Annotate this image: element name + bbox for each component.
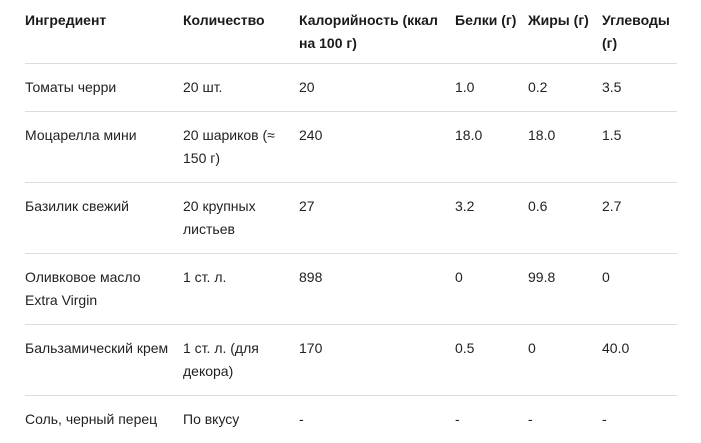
cell-fat: - xyxy=(528,396,602,443)
cell-carbs: 40.0 xyxy=(602,325,677,396)
cell-calories: 20 xyxy=(299,64,455,112)
cell-carbs: 2.7 xyxy=(602,183,677,254)
cell-calories: 170 xyxy=(299,325,455,396)
cell-ingredient: Базилик свежий xyxy=(25,183,183,254)
cell-calories: 240 xyxy=(299,112,455,183)
header-carbs: Углеводы (г) xyxy=(602,0,677,64)
cell-carbs: 3.5 xyxy=(602,64,677,112)
header-calories: Калорийность (ккал на 100 г) xyxy=(299,0,455,64)
cell-ingredient: Бальзамический крем xyxy=(25,325,183,396)
cell-carbs: 1.5 xyxy=(602,112,677,183)
cell-ingredient: Томаты черри xyxy=(25,64,183,112)
cell-protein: 3.2 xyxy=(455,183,528,254)
cell-fat: 0.2 xyxy=(528,64,602,112)
cell-quantity: 1 ст. л. xyxy=(183,254,299,325)
header-protein: Белки (г) xyxy=(455,0,528,64)
cell-calories: 27 xyxy=(299,183,455,254)
cell-quantity: 20 шт. xyxy=(183,64,299,112)
table-header-row: Ингредиент Количество Калорийность (ккал… xyxy=(25,0,677,64)
cell-quantity: 20 шариков (≈ 150 г) xyxy=(183,112,299,183)
cell-fat: 0.6 xyxy=(528,183,602,254)
cell-carbs: 0 xyxy=(602,254,677,325)
header-quantity: Количество xyxy=(183,0,299,64)
cell-protein: 1.0 xyxy=(455,64,528,112)
nutrition-table: Ингредиент Количество Калорийность (ккал… xyxy=(25,0,677,443)
cell-quantity: 1 ст. л. (для декора) xyxy=(183,325,299,396)
cell-ingredient: Оливковое масло Extra Virgin xyxy=(25,254,183,325)
cell-calories: - xyxy=(299,396,455,443)
cell-protein: - xyxy=(455,396,528,443)
cell-protein: 0.5 xyxy=(455,325,528,396)
cell-carbs: - xyxy=(602,396,677,443)
cell-fat: 99.8 xyxy=(528,254,602,325)
cell-quantity: 20 крупных листьев xyxy=(183,183,299,254)
cell-fat: 0 xyxy=(528,325,602,396)
cell-protein: 18.0 xyxy=(455,112,528,183)
cell-quantity: По вкусу xyxy=(183,396,299,443)
cell-protein: 0 xyxy=(455,254,528,325)
cell-calories: 898 xyxy=(299,254,455,325)
header-ingredient: Ингредиент xyxy=(25,0,183,64)
header-fat: Жиры (г) xyxy=(528,0,602,64)
cell-ingredient: Соль, черный перец xyxy=(25,396,183,443)
cell-ingredient: Моцарелла мини xyxy=(25,112,183,183)
cell-fat: 18.0 xyxy=(528,112,602,183)
